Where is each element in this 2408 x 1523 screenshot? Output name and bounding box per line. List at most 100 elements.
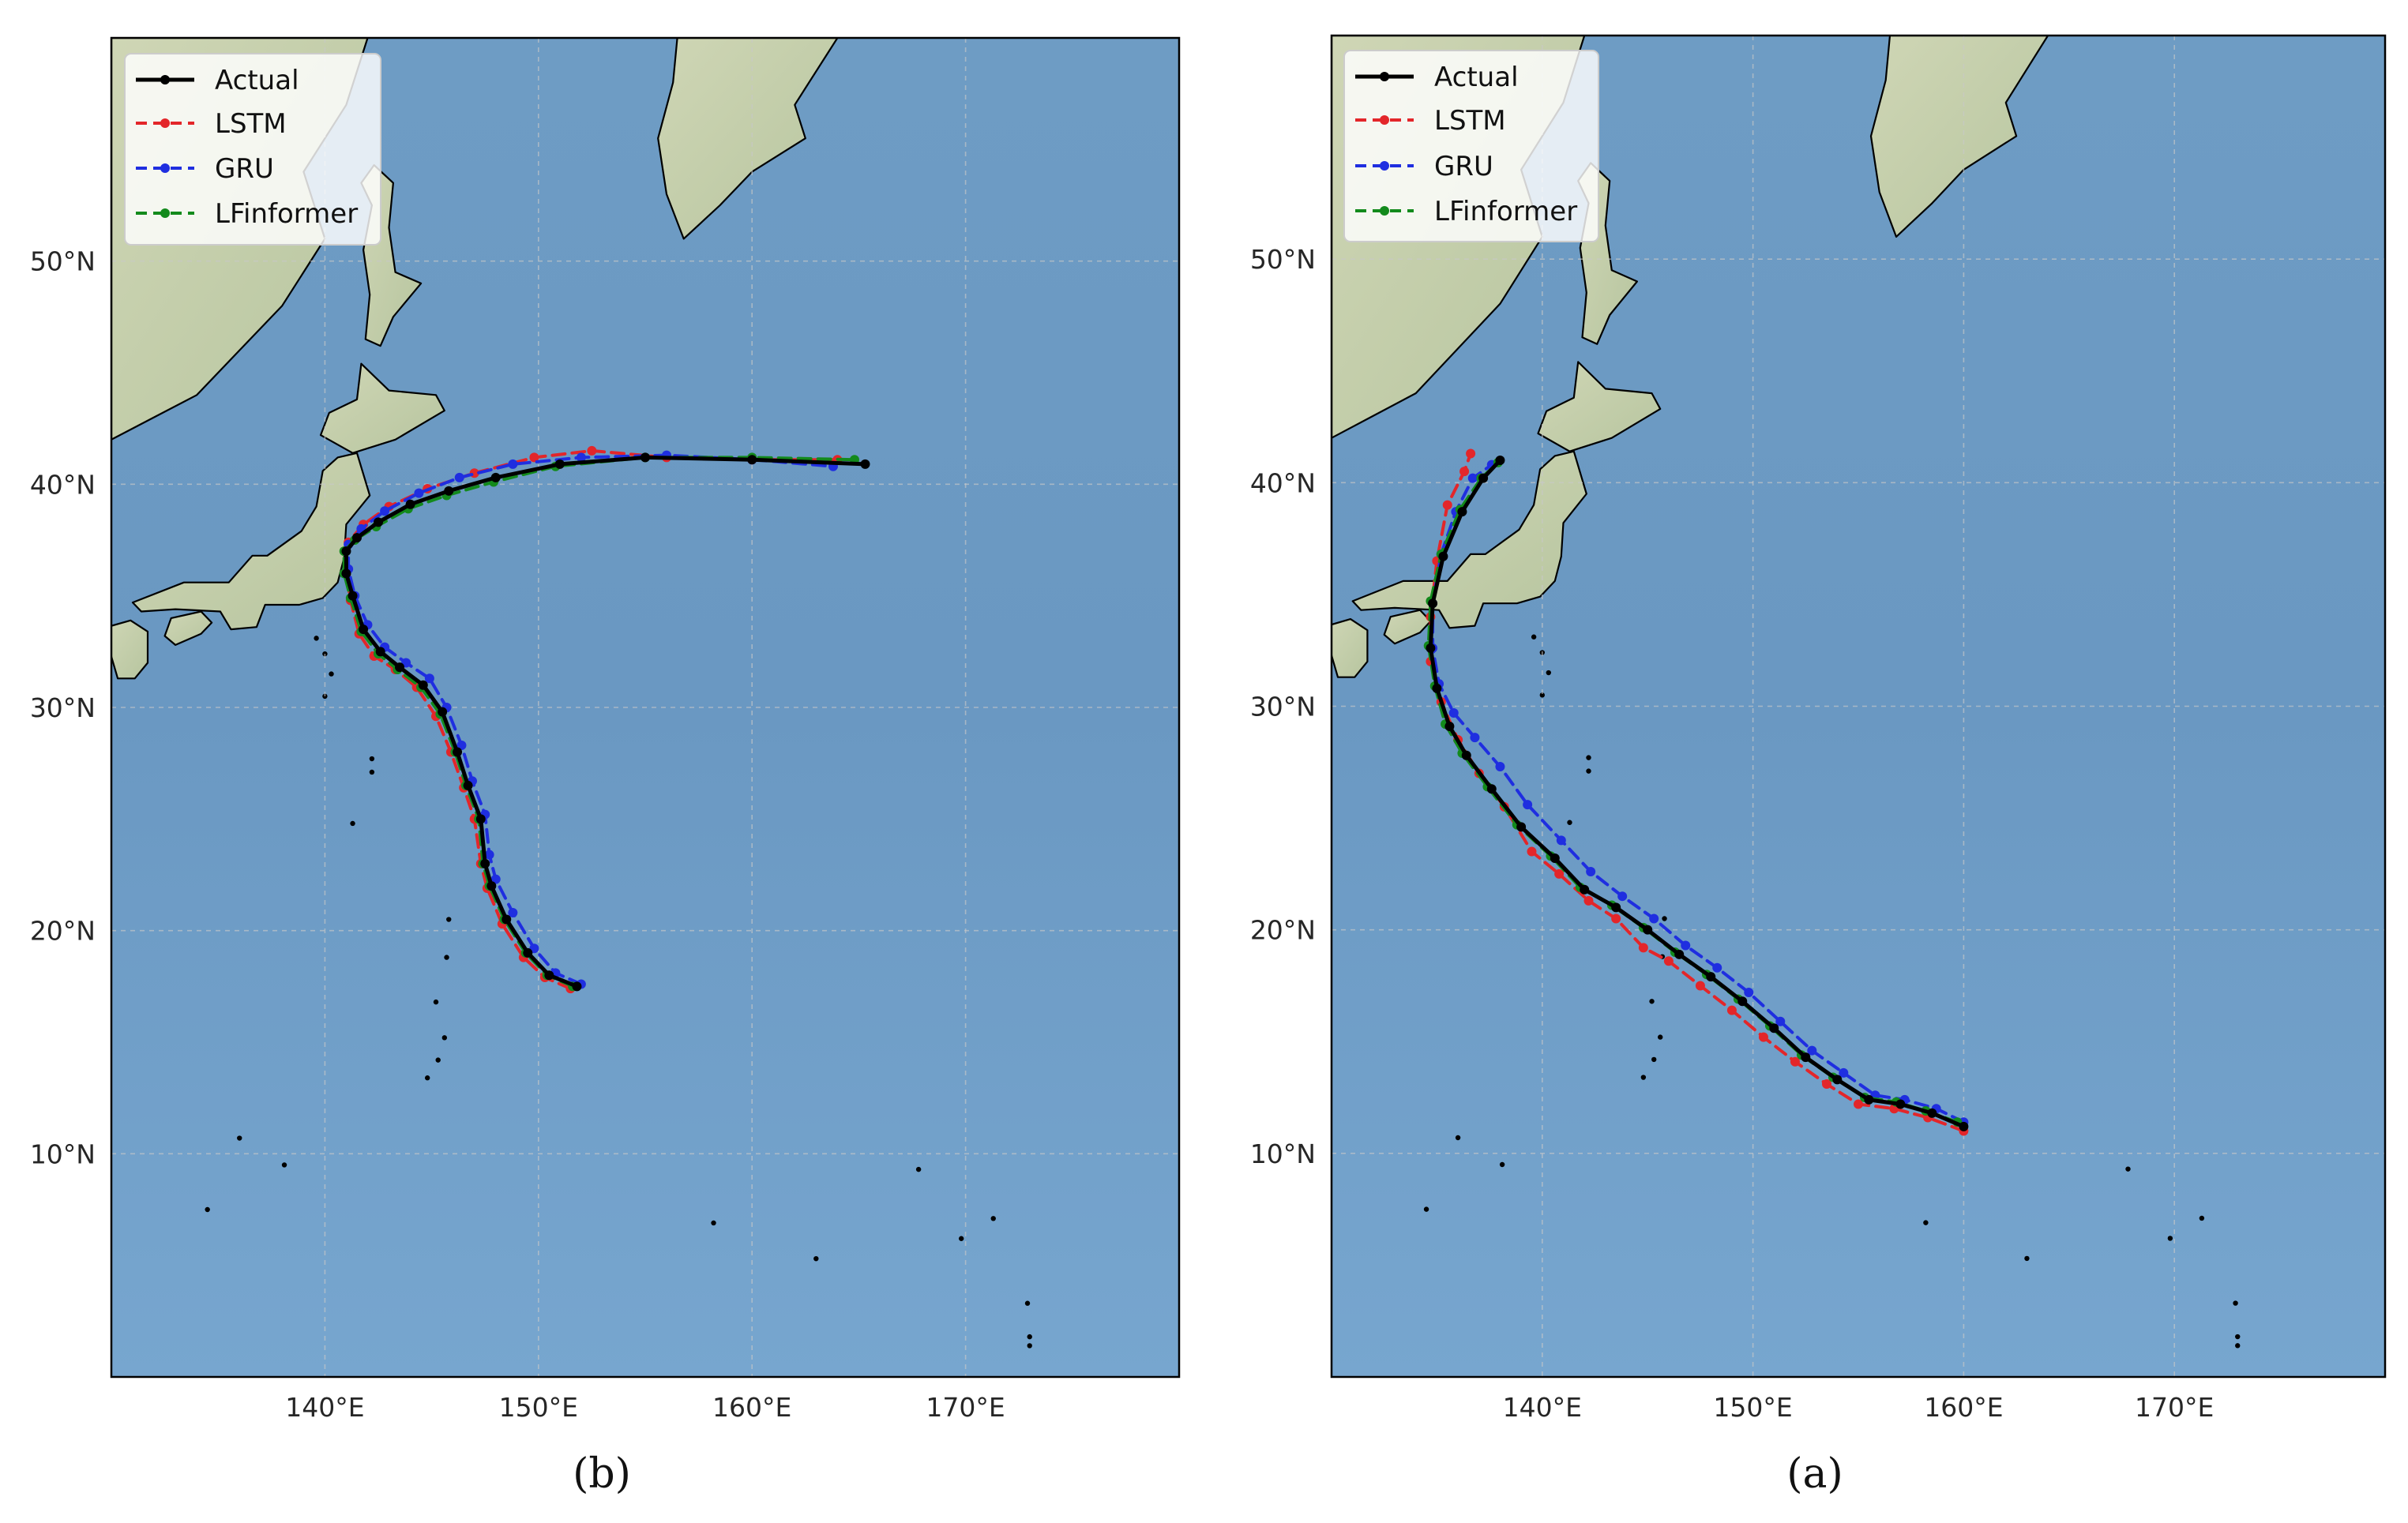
track-point-lstm <box>1790 1056 1800 1067</box>
track-point-actual <box>1801 1052 1811 1063</box>
small-island <box>369 769 375 775</box>
track-point-lstm <box>1583 895 1594 906</box>
track-point-lstm <box>1854 1099 1863 1109</box>
typhoon-tracks <box>1423 448 1969 1136</box>
track-point-actual <box>395 662 405 673</box>
legend-label-actual: Actual <box>215 65 299 96</box>
legend-marker-actual <box>1380 72 1389 81</box>
track-point-actual <box>1457 507 1467 517</box>
track-point-actual <box>418 680 428 690</box>
track-point-actual <box>1580 884 1590 895</box>
track-point-actual <box>1495 456 1505 466</box>
small-island <box>369 756 375 762</box>
tick-label-lat: 30°N <box>30 692 96 723</box>
kamchatka-peninsula <box>657 38 839 240</box>
small-island <box>281 1162 287 1168</box>
track-point-actual <box>341 568 351 579</box>
track-point-actual <box>1737 996 1748 1007</box>
tick-label-lon: 160°E <box>712 1392 791 1423</box>
track-point-gru <box>454 472 464 482</box>
small-island <box>2235 1334 2241 1340</box>
track-point-lstm <box>1554 868 1565 879</box>
track-point-gru <box>1495 761 1505 771</box>
tick-label-lat: 10°N <box>30 1138 96 1169</box>
track-point-actual <box>374 517 383 527</box>
tick-label-lat: 50°N <box>1250 244 1316 275</box>
track-point-actual <box>523 947 533 958</box>
small-island <box>1539 692 1546 698</box>
tick-label-lat: 20°N <box>30 916 96 947</box>
small-island <box>424 1075 430 1081</box>
track-point-actual <box>502 914 512 925</box>
kamchatka-peninsula <box>1869 36 2049 238</box>
small-island <box>444 955 449 960</box>
axis-ticks: 140°E 150°E 160°E 170°E 10°N 20°N 30°N 40°N 50°N <box>30 246 1005 1423</box>
track-point-lstm <box>1442 500 1452 510</box>
map-panel-a: 140°E 150°E 160°E 170°E 10°N 20°N 30°N 40°N 50°N… <box>1250 34 2387 1498</box>
legend-marker-lstm <box>1380 115 1389 125</box>
legend-label-gru: GRU <box>215 153 274 185</box>
small-island <box>205 1206 210 1213</box>
small-island <box>1586 768 1591 774</box>
shikoku-island <box>163 610 213 646</box>
track-point-actual <box>1959 1121 1969 1131</box>
track-point-actual <box>475 814 486 824</box>
track-point-lstm <box>1758 1032 1768 1042</box>
tick-label-lat: 20°N <box>1250 915 1316 946</box>
hokkaido-island <box>1537 361 1662 452</box>
track-point-lstm <box>1466 448 1476 459</box>
typhoon-tracks <box>339 445 870 994</box>
track-point-lstm <box>587 445 597 456</box>
small-island <box>1586 755 1591 760</box>
track-point-actual <box>1769 1023 1779 1033</box>
small-island <box>435 1057 441 1063</box>
track-point-gru <box>508 459 518 469</box>
tick-label-lon: 170°E <box>2135 1392 2214 1423</box>
track-point-gru <box>380 506 390 516</box>
small-island <box>1499 1161 1505 1168</box>
track-point-actual <box>747 455 757 465</box>
track-point-gru <box>1712 962 1722 973</box>
tick-label-lat: 50°N <box>30 246 96 277</box>
small-island <box>1651 1056 1657 1063</box>
track-point-lstm <box>1638 943 1648 953</box>
small-island <box>2024 1255 2030 1262</box>
legend: Actual LSTM GRU LFinformer <box>1343 50 1599 242</box>
track-point-lstm <box>1695 981 1705 991</box>
track-point-actual <box>554 459 565 469</box>
track-point-lstm <box>1821 1079 1831 1090</box>
legend-label-lfinformer: LFinformer <box>1434 196 1577 227</box>
tick-label-lat: 40°N <box>30 469 96 500</box>
track-point-actual <box>341 546 351 557</box>
track-point-actual <box>1444 721 1455 731</box>
track-point-lstm <box>1459 467 1470 477</box>
track-point-actual <box>1432 683 1442 693</box>
track-point-gru <box>1681 940 1691 951</box>
small-island <box>441 1035 448 1041</box>
small-island <box>1024 1300 1031 1306</box>
track-point-actual <box>1428 598 1438 609</box>
small-island <box>350 820 355 827</box>
legend-box <box>124 53 381 246</box>
honshu-island <box>1351 450 1587 629</box>
korea-peninsula <box>26 522 99 605</box>
legend-marker-gru <box>160 163 170 173</box>
tick-label-lon: 170°E <box>926 1392 1005 1423</box>
small-island <box>2167 1236 2173 1241</box>
small-island <box>1455 1135 1461 1141</box>
track-point-actual <box>1478 473 1489 483</box>
tick-label-lon: 140°E <box>285 1392 364 1423</box>
track-point-actual <box>572 981 582 992</box>
kyushu-island <box>1332 618 1369 678</box>
tick-label-lon: 150°E <box>1713 1392 1792 1423</box>
legend-label-lstm: LSTM <box>215 108 287 140</box>
track-point-actual <box>544 970 554 981</box>
legend-marker-lstm <box>160 118 170 128</box>
map-frame <box>110 36 1181 1379</box>
small-island <box>314 636 319 641</box>
track-point-actual <box>480 858 490 868</box>
small-island <box>2199 1215 2205 1221</box>
track-point-actual <box>641 452 650 463</box>
small-island <box>1567 820 1572 825</box>
track-point-actual <box>375 647 385 657</box>
